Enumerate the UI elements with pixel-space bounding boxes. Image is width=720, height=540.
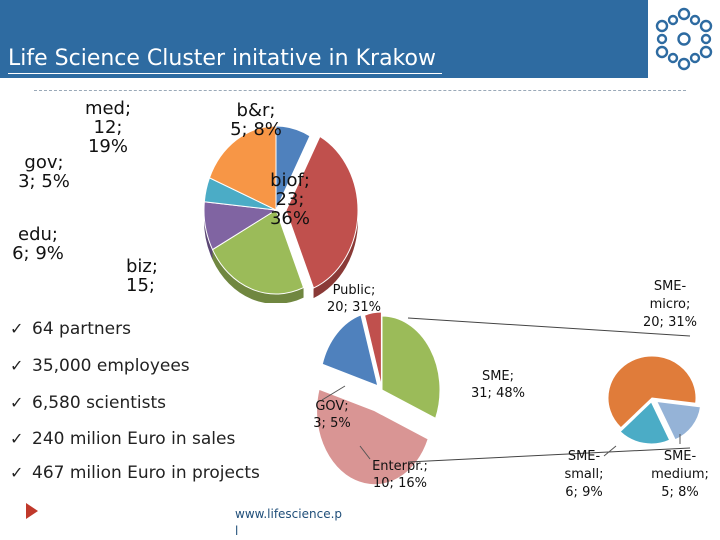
pie-slice-side xyxy=(313,210,358,299)
slice-label: gov; 3; 5% xyxy=(18,152,70,192)
pie-slice-sme-small xyxy=(619,401,671,445)
bullet-text: 35,000 employees xyxy=(32,356,190,376)
pie-slice-med xyxy=(208,125,277,211)
label-leader-line xyxy=(603,445,617,457)
bullet-text: 240 milion Euro in sales xyxy=(32,429,236,449)
pie-slice-public xyxy=(381,315,441,420)
pie-chart-sectors xyxy=(203,125,359,305)
pie-chart-partner-types xyxy=(316,311,441,486)
pie-slice-side xyxy=(212,249,304,305)
bullet-item: ✓ 240 milion Euro in sales xyxy=(10,429,235,449)
bullet-text: 6,580 scientists xyxy=(32,393,166,413)
pie-slice-biz xyxy=(211,209,305,295)
checkmark-icon: ✓ xyxy=(10,463,24,482)
footer-url-line2: l xyxy=(235,524,239,538)
pie-slice-gov xyxy=(363,311,382,387)
bullet-list: ✓ 64 partners ✓ 35,000 employees ✓ 6,580 sc… xyxy=(0,303,290,493)
slice-label: Public; 20; 31% xyxy=(327,283,381,315)
pie-slice-sme xyxy=(316,388,429,486)
pie-slice-side xyxy=(204,210,213,260)
bullet-item: ✓ 6,580 scientists xyxy=(10,393,166,413)
checkmark-icon: ✓ xyxy=(10,429,24,448)
footer-url-line1: www.lifescience.p xyxy=(235,507,343,521)
slice-label: Enterpr.; 10; 16% xyxy=(372,459,428,491)
bullet-item: ✓ 64 partners xyxy=(10,319,131,339)
pie-slice-biof xyxy=(285,135,359,289)
bullet-item: ✓ 467 milion Euro in projects xyxy=(10,463,260,483)
logo xyxy=(648,0,720,78)
checkmark-icon: ✓ xyxy=(10,393,24,412)
connector-line xyxy=(407,447,691,463)
footer-url[interactable]: www.lifescience.p l xyxy=(235,506,355,540)
checkmark-icon: ✓ xyxy=(10,356,24,375)
label-leader-line xyxy=(359,445,371,460)
slice-label: edu; 6; 9% xyxy=(12,224,64,264)
slide-title: Life Science Cluster initative in Krakow xyxy=(8,46,442,74)
slice-label: SME-medium; 5; 8% xyxy=(651,449,709,500)
slice-label: b&r; 5; 8% xyxy=(230,100,282,140)
bullet-text: 64 partners xyxy=(32,319,131,339)
slice-label: biz; 15; xyxy=(126,256,158,296)
pie-slice-sme-medium xyxy=(655,400,702,441)
dashed-divider xyxy=(34,90,686,91)
play-arrow-icon xyxy=(26,503,38,519)
slice-label: GOV; 3; 5% xyxy=(313,399,350,431)
slice-label: SME; 31; 48% xyxy=(471,369,525,401)
molecule-network-logo-icon xyxy=(655,7,713,71)
slice-label: SME-small; 6; 9% xyxy=(564,449,603,500)
connector-line xyxy=(407,317,691,337)
slice-labels: b&r; 5; 8% biof; 23; 36% biz; 15; edu; 6; 9% gov;… xyxy=(12,98,709,500)
pie-slice-sme-micro xyxy=(607,355,697,429)
slice-label: biof; 23; 36% xyxy=(270,170,310,229)
bullet-text: 467 milion Euro in projects xyxy=(32,463,260,483)
checkmark-icon: ✓ xyxy=(10,319,24,338)
slice-label: SME-micro; 20; 31% xyxy=(643,279,697,330)
pie-slice-enterpr- xyxy=(321,314,379,387)
connector-lines xyxy=(321,317,691,463)
label-leader-line xyxy=(321,385,346,401)
slice-label: med; 12; 19% xyxy=(85,98,131,157)
bullet-item: ✓ 35,000 employees xyxy=(10,356,190,376)
pie-chart-sme-breakdown xyxy=(607,355,702,445)
title-bar: Life Science Cluster initative in Krakow xyxy=(0,0,720,78)
